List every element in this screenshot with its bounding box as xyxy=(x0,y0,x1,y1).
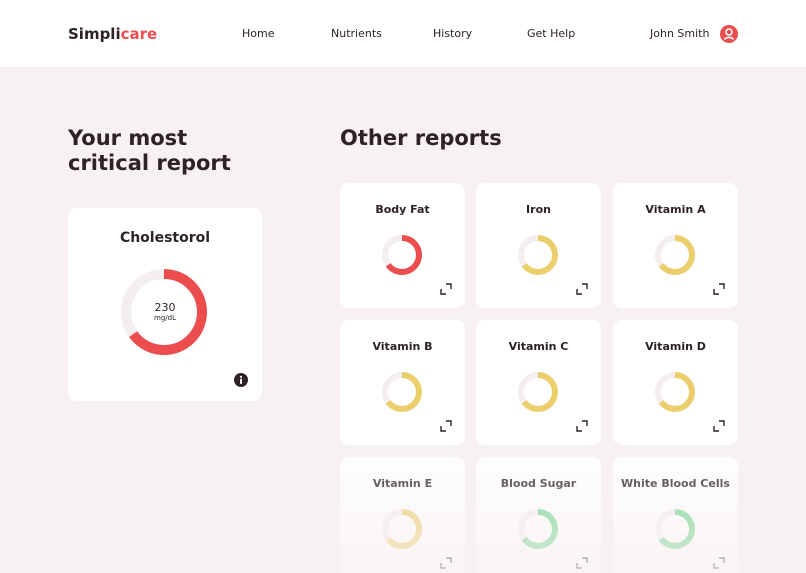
report-card[interactable]: Vitamin C xyxy=(476,320,601,445)
logo-text: Simpli xyxy=(68,25,121,43)
user-avatar-icon[interactable] xyxy=(720,25,738,43)
expand-icon[interactable] xyxy=(713,557,725,569)
card-title: Iron xyxy=(526,203,551,216)
logo-accent-text: care xyxy=(120,25,158,43)
other-reports-heading: Other reports xyxy=(340,126,502,150)
card-title: Vitamin D xyxy=(645,340,706,353)
card-title: Vitamin B xyxy=(372,340,433,353)
report-donut-chart xyxy=(655,235,695,275)
report-card[interactable]: Vitamin A xyxy=(613,183,738,308)
report-card[interactable]: Vitamin B xyxy=(340,320,465,445)
user-name[interactable]: John Smith xyxy=(650,27,710,40)
heading-line: critical report xyxy=(68,151,231,175)
report-card[interactable]: Vitamin E xyxy=(340,457,465,573)
nav-nutrients[interactable]: Nutrients xyxy=(331,27,382,40)
card-title: Blood Sugar xyxy=(500,477,577,490)
report-card[interactable]: Blood Sugar xyxy=(476,457,601,573)
expand-icon[interactable] xyxy=(440,557,452,569)
report-card[interactable]: Body Fat xyxy=(340,183,465,308)
nav-history[interactable]: History xyxy=(433,27,473,40)
report-donut-chart xyxy=(655,509,695,549)
report-card[interactable]: Iron xyxy=(476,183,601,308)
report-donut-chart xyxy=(518,235,558,275)
critical-report-card[interactable]: Cholestorol 230 mg/dL xyxy=(68,208,262,401)
card-title: Cholestorol xyxy=(119,230,211,246)
critical-heading: Your most critical report xyxy=(68,126,231,176)
expand-icon[interactable] xyxy=(576,557,588,569)
nav-home[interactable]: Home xyxy=(242,27,275,40)
report-donut-chart xyxy=(518,509,558,549)
top-nav: Simplicare Home Nutrients History Get He… xyxy=(0,0,806,67)
report-card[interactable]: Vitamin D xyxy=(613,320,738,445)
card-title: Vitamin C xyxy=(508,340,569,353)
logo[interactable]: Simplicare xyxy=(68,25,157,43)
expand-icon[interactable] xyxy=(713,283,725,295)
cholesterol-value: 230 xyxy=(154,301,176,314)
card-title: Vitamin E xyxy=(372,477,433,490)
expand-icon[interactable] xyxy=(713,420,725,432)
expand-icon[interactable] xyxy=(440,283,452,295)
cholesterol-donut-chart xyxy=(121,269,207,355)
nav-get-help[interactable]: Get Help xyxy=(527,27,576,40)
report-donut-chart xyxy=(655,372,695,412)
card-title: Body Fat xyxy=(375,203,430,216)
report-donut-chart xyxy=(382,235,422,275)
report-donut-chart xyxy=(382,372,422,412)
report-donut-chart xyxy=(518,372,558,412)
expand-icon[interactable] xyxy=(440,420,452,432)
heading-line: Your most xyxy=(68,126,188,150)
report-card[interactable]: White Blood Cells xyxy=(613,457,738,573)
card-title: White Blood Cells xyxy=(621,477,730,490)
expand-icon[interactable] xyxy=(576,283,588,295)
report-donut-chart xyxy=(382,509,422,549)
expand-icon[interactable] xyxy=(576,420,588,432)
card-title: Vitamin A xyxy=(645,203,706,216)
info-icon[interactable] xyxy=(234,373,248,387)
cholesterol-unit: mg/dL xyxy=(154,314,176,322)
